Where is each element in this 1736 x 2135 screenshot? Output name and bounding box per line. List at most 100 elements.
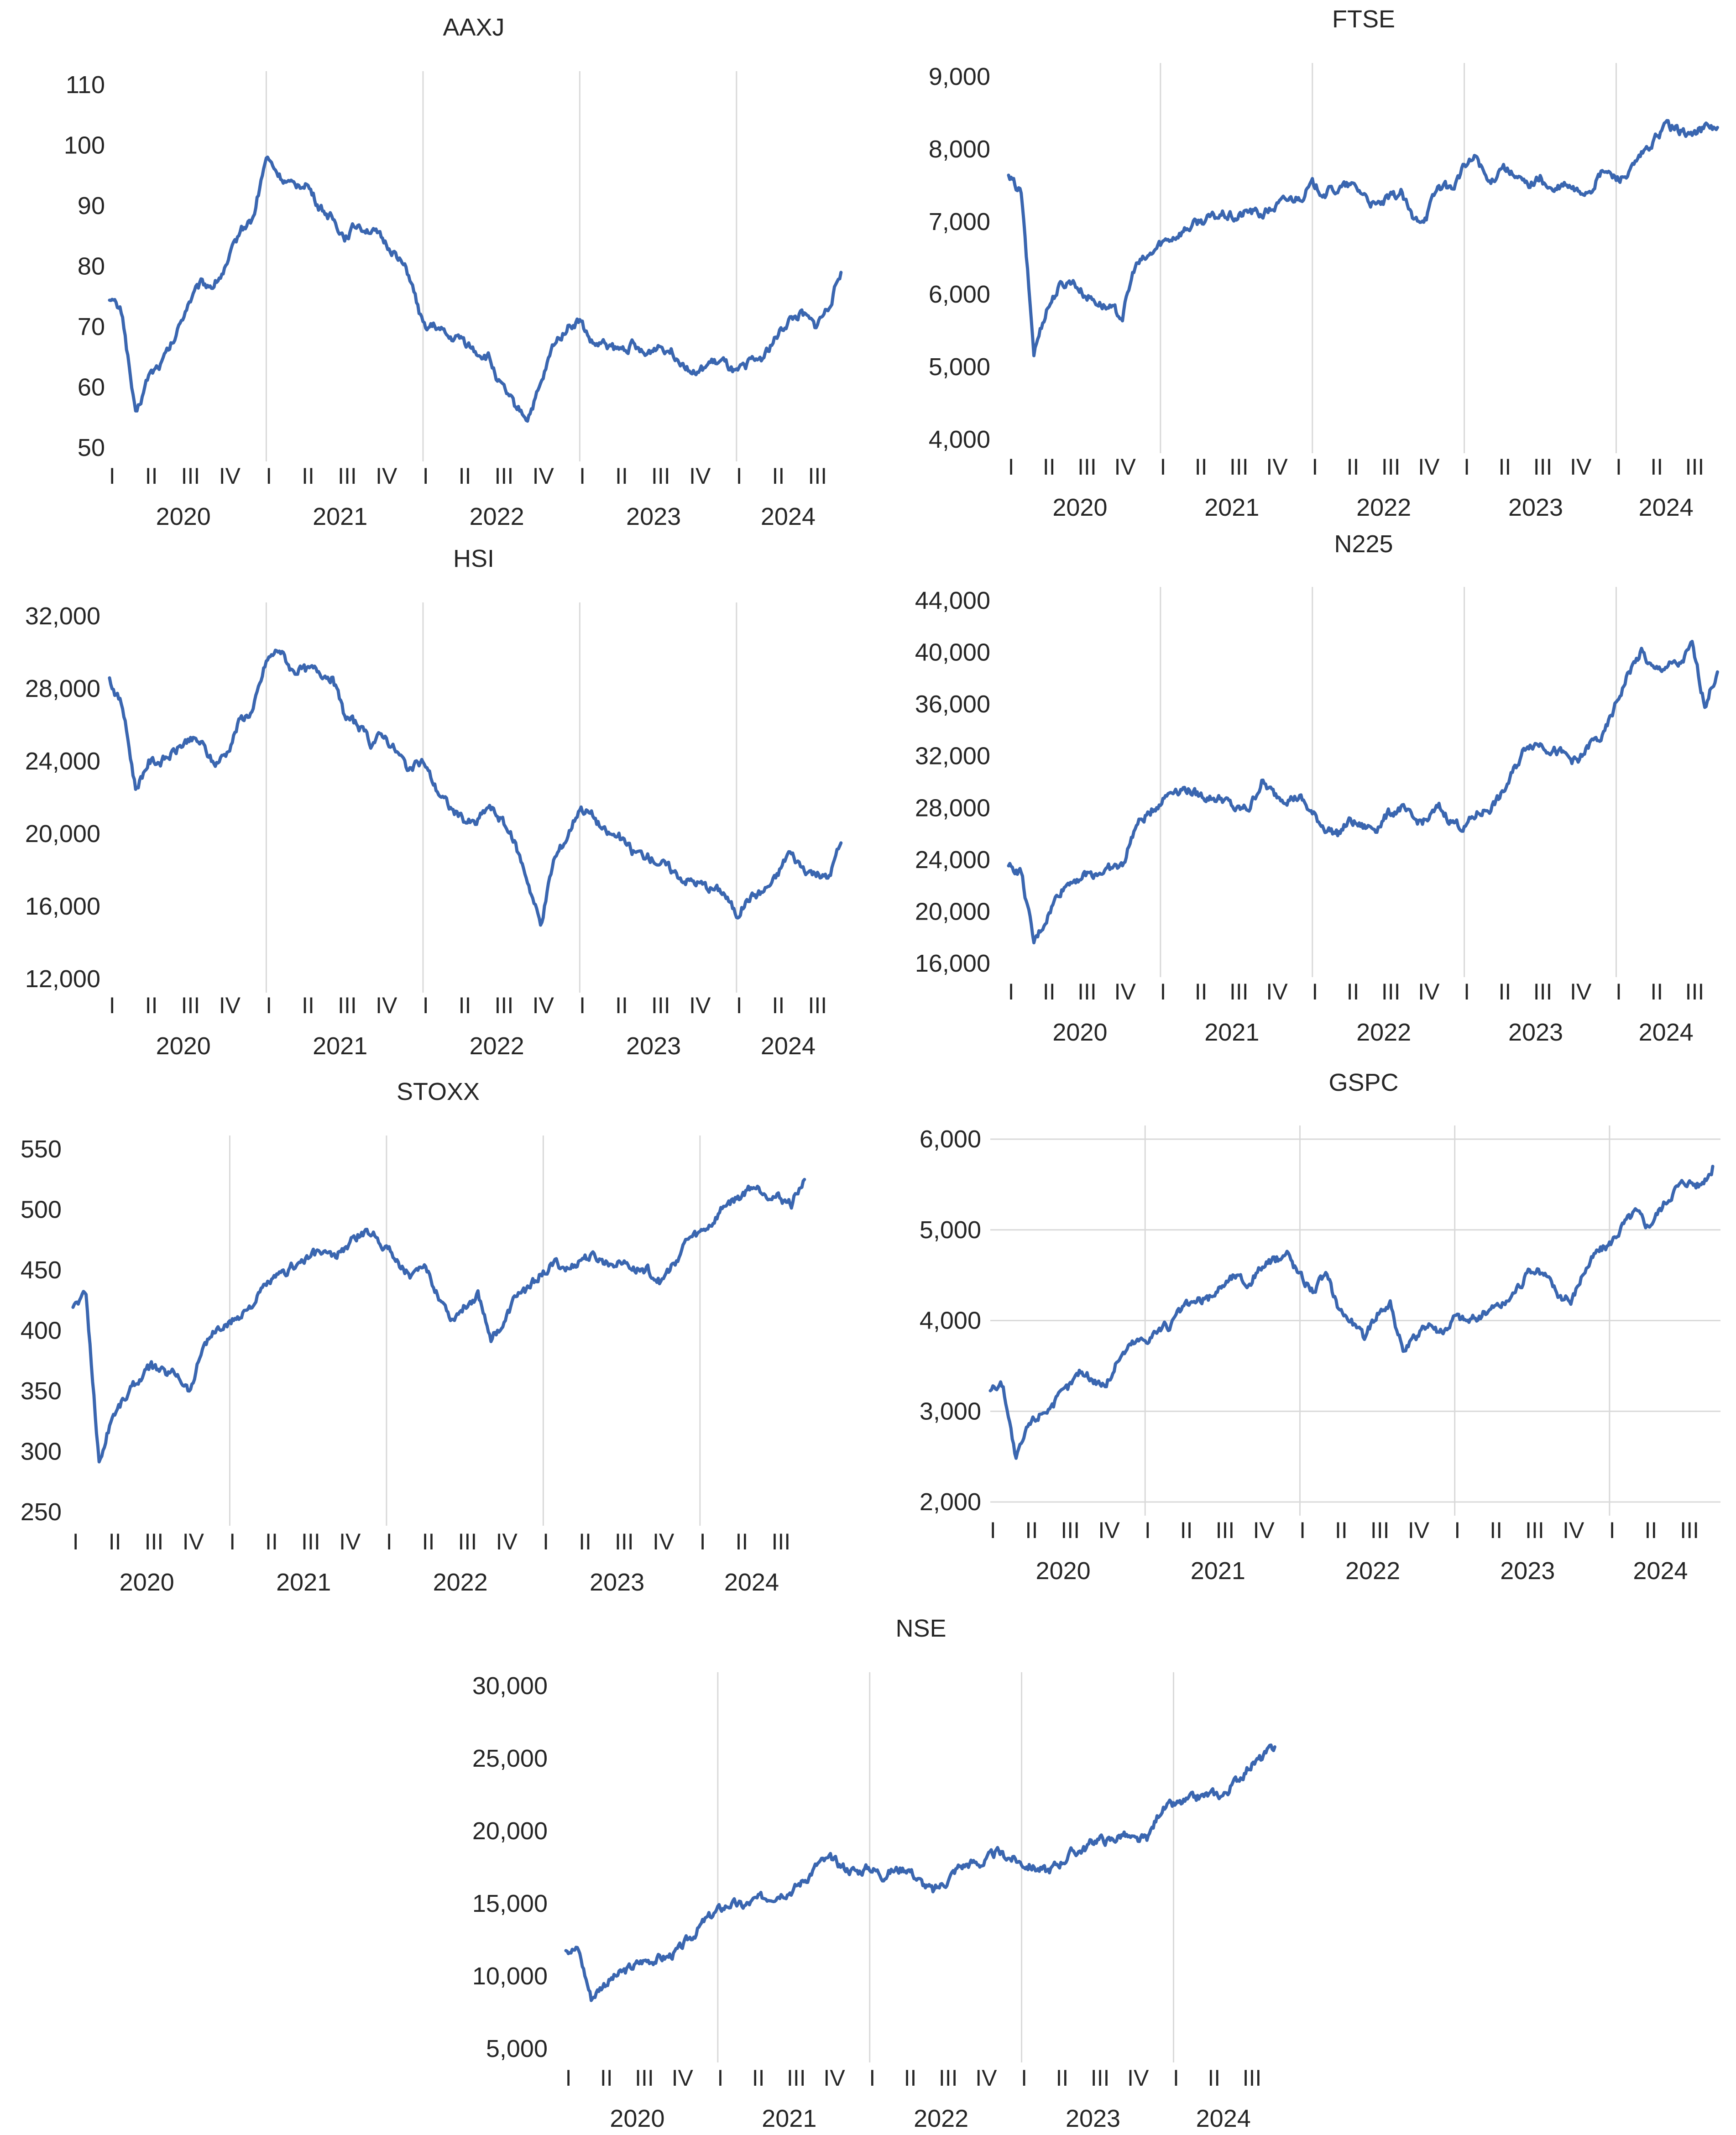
quarter-label: IV: [376, 993, 397, 1018]
quarter-label: IV: [689, 463, 711, 489]
y-tick-label: 12,000: [25, 965, 100, 993]
series-line-n225: [1007, 639, 1719, 945]
y-tick-label: 100: [64, 132, 105, 159]
quarter-label: IV: [653, 1529, 675, 1554]
quarter-label: I: [565, 2065, 572, 2091]
quarter-label: III: [145, 1529, 164, 1554]
chart-n225: N225 16,000 20,000 24,000 28,000 32,000 36,000…: [915, 530, 1719, 1046]
y-tick-label: 15,000: [472, 1890, 548, 1917]
year-label: 2020: [120, 1569, 174, 1596]
year-label: 2021: [762, 2105, 816, 2132]
y-tick-label: 28,000: [915, 794, 990, 822]
quarter-label: III: [1243, 2065, 1262, 2091]
chart-title: N225: [1334, 530, 1393, 558]
quarter-label: I: [1464, 979, 1470, 1005]
quarter-label: III: [1685, 979, 1705, 1005]
quarter-label: IV: [533, 463, 554, 489]
quarter-label: IV: [1418, 454, 1440, 480]
quarter-label: III: [338, 463, 357, 489]
quarter-label: IV: [1114, 454, 1136, 480]
year-label: 2021: [313, 503, 367, 530]
year-label: 2024: [724, 1569, 779, 1596]
quarter-label: II: [752, 2065, 765, 2091]
quarter-label: II: [1043, 979, 1056, 1005]
y-tick-label: 20,000: [25, 820, 100, 848]
quarter-label: II: [772, 463, 785, 489]
quarter-label: IV: [183, 1529, 204, 1554]
y-tick-label: 90: [78, 192, 105, 220]
y-tick-label: 24,000: [25, 748, 100, 775]
y-tick-label: 4,000: [920, 1307, 981, 1334]
y-tick-label: 4,000: [929, 426, 990, 453]
y-tick-label: 9,000: [929, 63, 990, 90]
quarter-label: II: [265, 1529, 278, 1554]
year-label: 2023: [1508, 1019, 1563, 1046]
quarter-label: III: [338, 993, 357, 1018]
quarter-label: II: [1498, 454, 1511, 480]
quarter-label: IV: [376, 463, 397, 489]
quarter-label: IV: [823, 2065, 845, 2091]
y-tick-label: 24,000: [915, 846, 990, 874]
quarter-label: II: [1195, 979, 1208, 1005]
y-tick-label: 5,000: [920, 1216, 981, 1244]
y-tick-label: 500: [21, 1196, 62, 1224]
y-tick-label: 28,000: [25, 675, 100, 702]
quarter-label: I: [736, 463, 743, 489]
quarter-label: IV: [1127, 2065, 1149, 2091]
y-tick-label: 70: [78, 313, 105, 340]
year-label: 2022: [1345, 1557, 1400, 1585]
y-tick-label: 5,000: [486, 2035, 548, 2062]
y-tick-label: 8,000: [929, 136, 990, 163]
quarter-label: III: [771, 1529, 790, 1554]
quarter-label: IV: [1253, 1518, 1275, 1543]
y-tick-label: 44,000: [915, 587, 990, 614]
quarter-label: I: [1173, 2065, 1179, 2091]
quarter-label: III: [1381, 454, 1401, 480]
quarter-label: III: [458, 1529, 477, 1554]
y-tick-label: 40,000: [915, 639, 990, 666]
quarter-label: III: [1091, 2065, 1110, 2091]
quarter-label: IV: [1408, 1518, 1430, 1543]
series-line-stoxx: [71, 1177, 806, 1464]
quarter-label: II: [579, 1529, 591, 1554]
chart-title: GSPC: [1328, 1069, 1398, 1096]
year-label: 2022: [1356, 494, 1411, 521]
quarter-label: III: [651, 463, 670, 489]
quarter-label: III: [301, 1529, 320, 1554]
quarter-label: I: [229, 1529, 235, 1554]
quarter-label: I: [869, 2065, 875, 2091]
y-tick-label: 6,000: [929, 281, 990, 308]
quarter-label: IV: [1098, 1518, 1120, 1543]
quarter-label: II: [1335, 1518, 1348, 1543]
quarter-label: I: [1312, 979, 1318, 1005]
y-tick-label: 450: [21, 1256, 62, 1284]
quarter-label: I: [717, 2065, 723, 2091]
quarter-label: III: [495, 993, 514, 1018]
quarter-label: II: [1025, 1518, 1038, 1543]
quarter-label: III: [808, 993, 827, 1018]
y-tick-label: 6,000: [920, 1125, 981, 1153]
quarter-label: III: [181, 463, 200, 489]
year-label: 2022: [1356, 1019, 1411, 1046]
quarter-label: I: [1021, 2065, 1027, 2091]
quarter-label: III: [1077, 979, 1097, 1005]
quarter-label: II: [145, 463, 158, 489]
quarter-label: IV: [533, 993, 554, 1018]
quarter-label: I: [266, 463, 272, 489]
quarter-label: I: [1145, 1518, 1151, 1543]
quarter-label: III: [808, 463, 827, 489]
year-label: 2024: [1639, 494, 1694, 521]
quarter-label: IV: [1266, 454, 1288, 480]
quarter-label: II: [459, 993, 471, 1018]
quarter-label: IV: [1563, 1518, 1584, 1543]
quarter-label: I: [1299, 1518, 1306, 1543]
quarter-label: IV: [1570, 454, 1592, 480]
year-label: 2022: [914, 2105, 968, 2132]
y-tick-label: 30,000: [472, 1672, 548, 1700]
y-tick-label: 32,000: [915, 743, 990, 770]
quarter-label: IV: [672, 2065, 694, 2091]
quarter-label: II: [145, 993, 158, 1018]
